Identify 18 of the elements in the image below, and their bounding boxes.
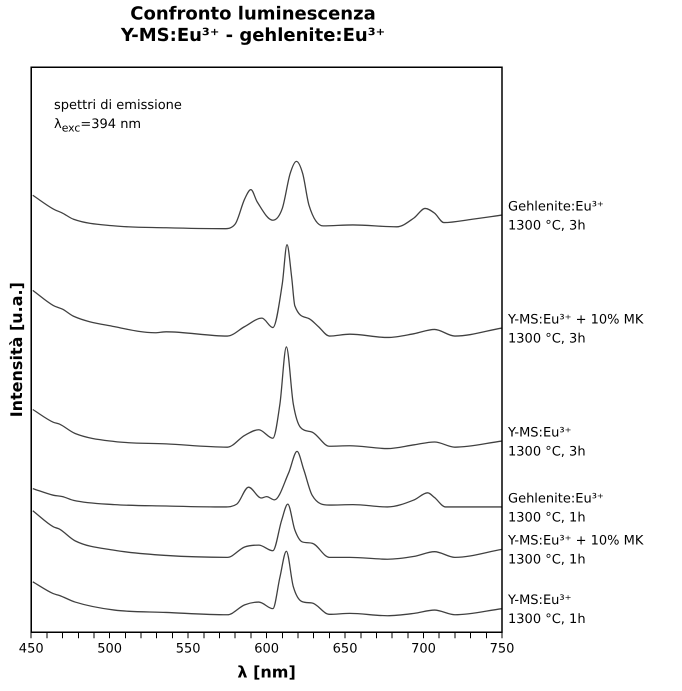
series-label: Y-MS:Eu³⁺ 1300 °C, 3h: [507, 425, 586, 460]
series-label: Gehlenite:Eu³⁺ 1300 °C, 3h: [508, 199, 604, 234]
x-axis-title: λ [nm]: [237, 662, 296, 682]
x-tick-label: 700: [411, 641, 436, 656]
text: spettri di emissione: [54, 97, 182, 115]
series-label: Y-MS:Eu³⁺ + 10% MK 1300 °C, 1h: [507, 534, 644, 568]
x-tick-label: 500: [97, 641, 122, 656]
x-tick-label: 550: [176, 641, 201, 656]
x-tick-label: 750: [490, 641, 514, 656]
x-tick-label: 600: [254, 641, 280, 656]
x-tick-label: 650: [332, 641, 358, 656]
y-axis-title: Intensità [u.a.]: [6, 282, 26, 418]
x-tick-label: 450: [18, 641, 44, 656]
series-label: Gehlenite:Eu³⁺ 1300 °C, 1h: [508, 491, 604, 526]
series-label: Y-MS:Eu³⁺ 1300 °C, 1h: [507, 593, 586, 628]
chart-title: Confronto luminescenza Y-MS:Eu³⁺ - gehlenite:Eu³⁺: [120, 3, 386, 46]
text: λ$_{exc}$=394 nm: [54, 116, 142, 137]
series-label: Y-MS:Eu³⁺ + 10% MK 1300 °C, 3h: [507, 312, 644, 346]
